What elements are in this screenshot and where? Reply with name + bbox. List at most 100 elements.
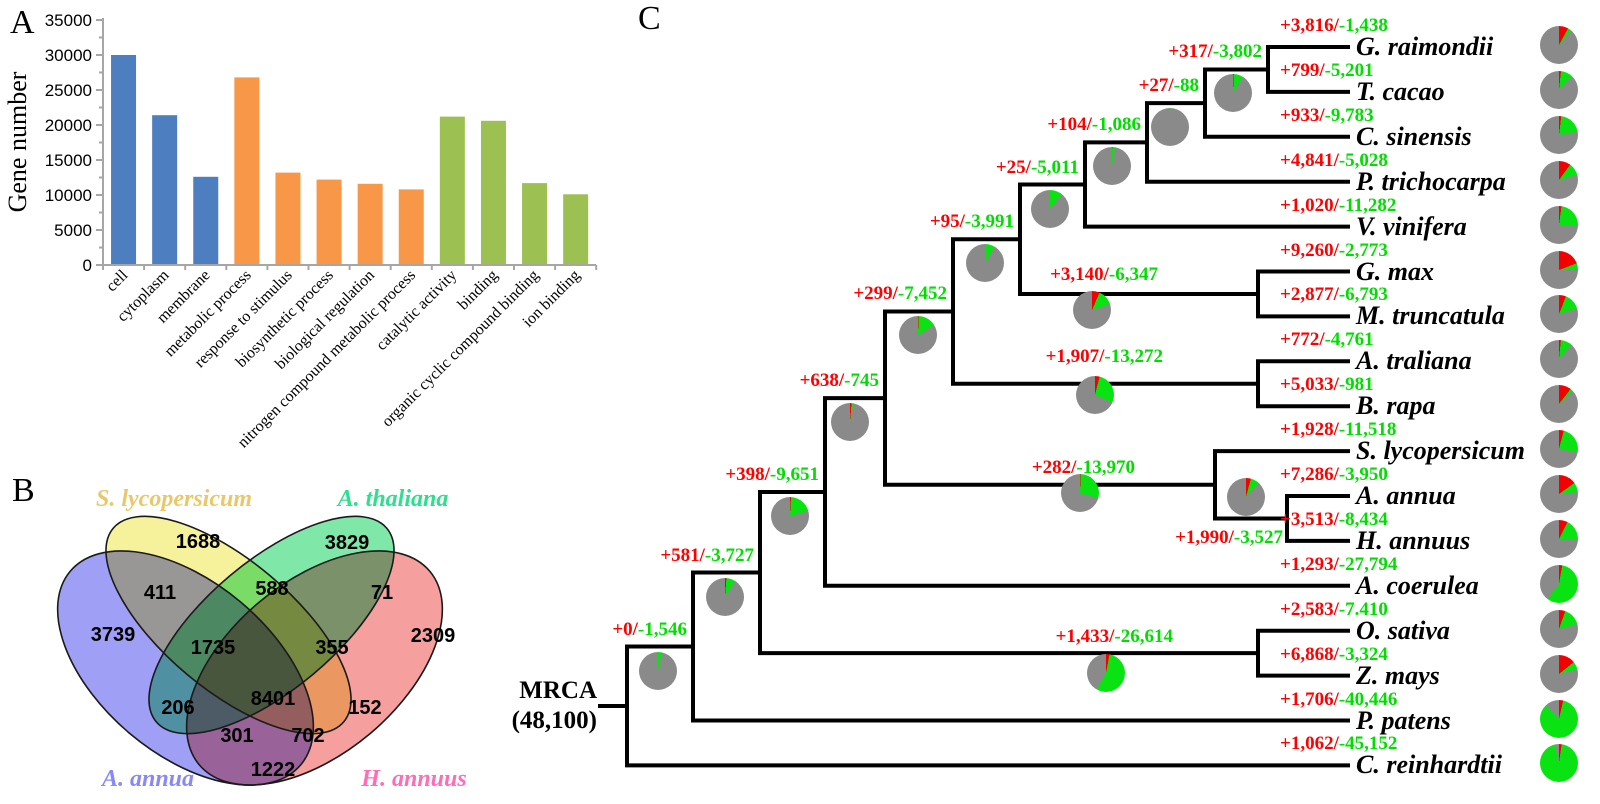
gain-value: +1,928/ [1280, 419, 1339, 441]
node-gainloss-label: +317/-3,802 [1168, 42, 1262, 62]
tip-name-G-max: G. max [1356, 256, 1434, 286]
tip-pie [1540, 160, 1578, 199]
tip-pie [1540, 205, 1578, 244]
loss-value: -4,761 [1324, 329, 1374, 351]
gain-value: +772/ [1280, 329, 1325, 351]
node-pie [706, 577, 744, 616]
gain-value: +317/ [1168, 41, 1213, 63]
venn-set-label-A: A. annua [100, 766, 194, 792]
venn-count-T∩H: 71 [371, 582, 393, 604]
tip-name-G-raimondii: G. raimondii [1356, 32, 1494, 61]
node-pie [1093, 147, 1131, 186]
gain-value: +7,286/ [1280, 464, 1339, 485]
node-gainloss-label: +1,433/-26,614 [1056, 627, 1173, 647]
node-gainloss-label: +3,140/-6,347 [1050, 263, 1158, 285]
tip-gainloss-label: +3,816/-1,438 [1280, 16, 1388, 36]
gain-value: +3,140/ [1050, 263, 1109, 285]
venn-count-A∩S: 411 [144, 582, 176, 604]
tip-name-A-traliana: A. traliana [1356, 346, 1472, 376]
gain-value: +4,841/ [1280, 149, 1339, 171]
mrca-title: MRCA [519, 676, 597, 704]
loss-value: -5,028 [1338, 149, 1388, 171]
gain-value: +9,260/ [1280, 239, 1339, 261]
tip-pie [1540, 340, 1578, 379]
tip-pie [1540, 699, 1578, 738]
tip-name-A-annua: A. annua [1356, 481, 1456, 510]
y-tick-label: 0 [83, 256, 92, 275]
loss-value: -3,324 [1338, 643, 1388, 665]
venn-ellipse-outline-T [148, 515, 395, 735]
loss-value: -3,727 [704, 544, 754, 566]
node-gainloss-label: +398/-9,651 [725, 463, 819, 485]
loss-value: -45,152 [1338, 733, 1398, 755]
tip-pie [1540, 385, 1578, 424]
y-tick-label: 30000 [45, 46, 92, 65]
gain-value: +95/ [929, 211, 965, 233]
loss-value: -27,794 [1338, 553, 1398, 575]
loss-value: -3,802 [1212, 41, 1262, 63]
node-gainloss-label: +299/-7,452 [853, 284, 947, 304]
gain-value: +581/ [660, 544, 705, 566]
y-tick-label: 15000 [45, 151, 92, 170]
tip-gainloss-label: +6,868/-3,324 [1280, 643, 1388, 665]
tip-pie [1540, 519, 1578, 558]
venn-ellipse-outline-S [105, 515, 352, 735]
bar-membrane [193, 176, 219, 265]
bar-cell [111, 55, 137, 265]
node-pie [1214, 74, 1252, 113]
tip-gainloss-label: +1,293/-27,794 [1280, 553, 1398, 575]
loss-value: -88 [1173, 75, 1199, 97]
tip-gainloss-label: +1,062/-45,152 [1280, 734, 1397, 754]
gain-value: +282/ [1031, 456, 1077, 478]
bar-biological regulation [357, 183, 383, 265]
loss-value: -13,272 [1104, 345, 1163, 367]
gain-value: +1,293/ [1280, 553, 1339, 575]
tip-gainloss-label: +933/-9,783 [1280, 104, 1374, 126]
bar-nitrogen compound metabolic process [398, 189, 424, 265]
tip-name-C-sinensis: C. sinensis [1356, 121, 1472, 151]
venn-count-T: 3829 [325, 532, 370, 554]
y-tick-label: 10000 [45, 186, 92, 205]
gain-value: +1,706/ [1280, 688, 1339, 710]
tip-gainloss-label: +1,020/-11,282 [1280, 194, 1397, 216]
tip-gainloss-label: +9,260/-2,773 [1280, 239, 1388, 261]
gain-value: +27/ [1138, 75, 1174, 97]
venn-set-label-H: H. annuus [360, 766, 466, 792]
node-pie [1227, 478, 1265, 517]
loss-value: -7.410 [1338, 598, 1388, 620]
venn-count-H: 2309 [411, 625, 456, 647]
loss-value: -13,970 [1076, 456, 1135, 478]
gain-value: +2,583/ [1280, 598, 1339, 620]
node-pie [1073, 290, 1111, 329]
tip-pie [1540, 654, 1578, 693]
loss-value: -1,546 [637, 618, 687, 640]
loss-value: -40,446 [1338, 688, 1398, 710]
gain-value: +6,868/ [1280, 643, 1339, 665]
node-gainloss-label: +282/-13,970 [1031, 456, 1135, 478]
tip-gainloss-label: +5,033/-981 [1280, 375, 1374, 395]
node-gainloss-label: +104/-1,086 [1047, 115, 1141, 135]
bar-binding [480, 120, 506, 265]
go-bar-chart: 05000100001500020000250003000035000cellc… [3, 11, 598, 451]
node-gainloss-label: +95/-3,991 [930, 212, 1014, 232]
tip-name-H-annuus: H. annuus [1356, 525, 1471, 555]
loss-value: -9,783 [1324, 104, 1374, 126]
tip-pie [1540, 115, 1578, 154]
node-pie [1151, 108, 1189, 147]
tip-pie [1540, 430, 1578, 469]
loss-value: -9,651 [769, 463, 819, 485]
node-gainloss-label: +638/-745 [800, 371, 879, 391]
loss-value: -5,201 [1324, 59, 1374, 81]
loss-value: -7,452 [897, 283, 947, 305]
loss-value: -26,614 [1114, 626, 1173, 648]
venn-count-A: 3739 [91, 624, 136, 646]
tip-gainloss-label: +3,513/-8,434 [1280, 509, 1388, 530]
loss-value: -1,438 [1338, 15, 1388, 36]
loss-value: -5,011 [1030, 156, 1079, 178]
tip-name-P-trichocarpa: P. trichocarpa [1356, 166, 1506, 196]
node-pie [1076, 375, 1114, 414]
node-pie [966, 244, 1004, 283]
loss-value: -11,282 [1338, 194, 1397, 216]
